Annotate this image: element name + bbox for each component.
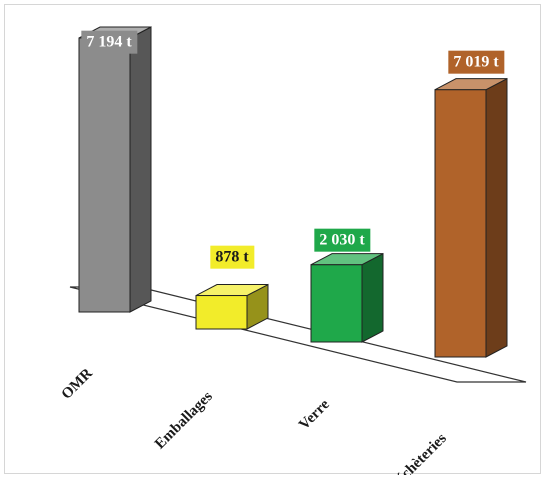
data-label-omr-text: 7 194 t: [86, 34, 132, 51]
bar-omr-front: [78, 37, 131, 313]
data-label-verre-text: 2 030 t: [319, 232, 365, 249]
category-label-verre: Verre: [296, 396, 333, 433]
data-label-decheteries-text: 7 019 t: [453, 54, 499, 71]
bar-emballages: [195, 283, 269, 330]
category-label-emballages: Emballages: [152, 388, 216, 452]
data-label-emballages: 878 t: [210, 245, 255, 269]
bar-chart: 7 194 t 878 t 2 030 t 7 019 t OMR Emballages…: [59, 26, 527, 475]
data-label-decheteries-bg: [448, 50, 505, 74]
data-label-omr-bg: [81, 30, 138, 54]
data-label-verre-bg: [314, 228, 371, 252]
data-label-emballages-bg: [210, 245, 255, 269]
bars: [78, 26, 508, 358]
bar-emballages-front: [195, 295, 248, 330]
category-label-decheteries: Déchèteries: [386, 430, 450, 475]
category-labels: OMR Emballages Verre Déchèteries: [59, 365, 450, 475]
bar-decheteries-side: [485, 77, 508, 358]
category-label-omr: OMR: [59, 365, 96, 402]
bar-verre-side: [361, 252, 384, 343]
chart-frame: 7 194 t 878 t 2 030 t 7 019 t OMR Emballages…: [4, 4, 541, 475]
bar-omr: [78, 26, 152, 313]
bar-verre-front: [310, 264, 363, 343]
bar-verre: [310, 252, 384, 343]
bar-emballages-top: [195, 284, 269, 297]
bar-decheteries: [434, 77, 508, 358]
bar-omr-side: [129, 26, 152, 313]
bar-verre-top: [310, 253, 384, 266]
data-label-verre: 2 030 t: [314, 228, 371, 252]
bar-decheteries-top: [434, 78, 508, 91]
data-label-decheteries: 7 019 t: [448, 50, 505, 74]
bar-decheteries-front: [434, 89, 487, 358]
data-label-omr: 7 194 t: [81, 30, 138, 54]
data-labels: 7 194 t 878 t 2 030 t 7 019 t: [81, 30, 505, 269]
data-label-emballages-text: 878 t: [215, 249, 249, 266]
